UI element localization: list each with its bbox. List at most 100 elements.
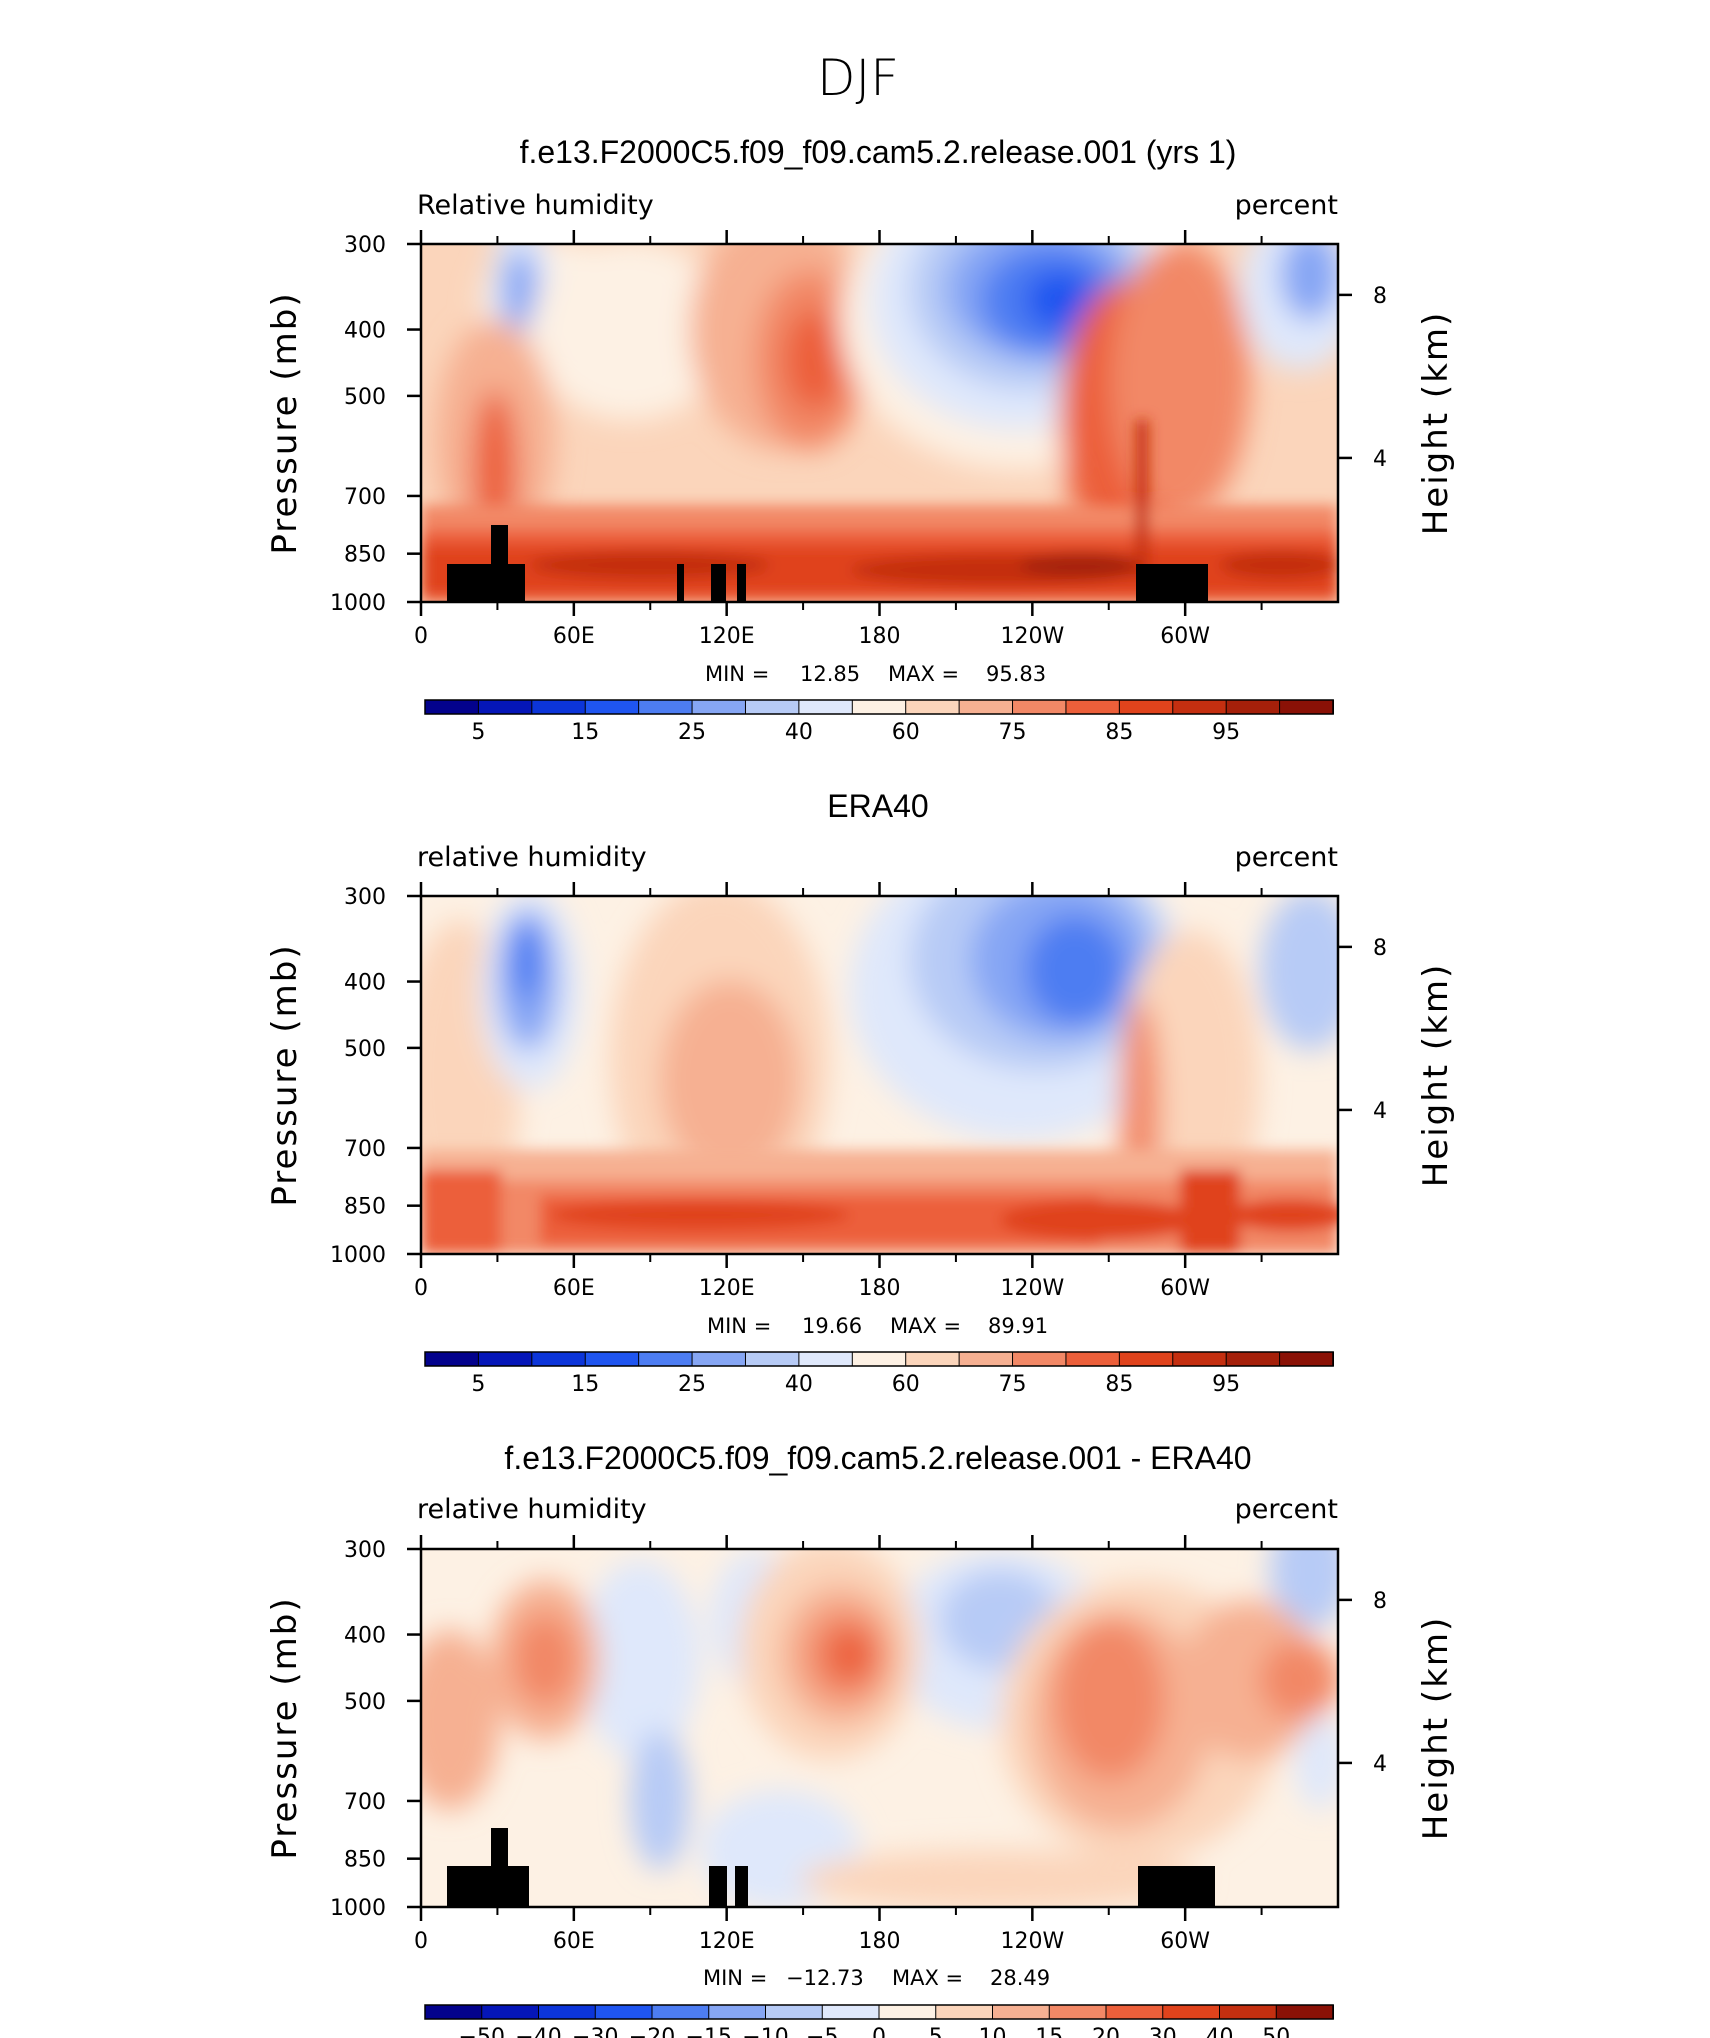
panel-2-y-axis-title: Pressure (mb) (265, 943, 305, 1206)
panel-1-colorbar-swatch (958, 699, 1014, 715)
panel-3-colorbar-label: 0 (872, 2025, 886, 2038)
panel-2-colorbar-label: 5 (471, 1372, 485, 1397)
panel-1-x-tick-label: 60E (553, 624, 595, 649)
panel-3-max-value: 28.49 (990, 1966, 1050, 1990)
panel-1-x-tick-label: 120W (1000, 624, 1064, 649)
panel-3-colorbar-label: −40 (515, 2025, 561, 2038)
panel-1-colorbar-swatch (1225, 699, 1281, 715)
panel-3-topography (447, 1828, 1215, 1907)
panel-2-x-tick-label: 0 (414, 1276, 428, 1301)
panel-3-x-tick-label: 60W (1160, 1929, 1210, 1954)
panel-1-colorbar-swatch (1172, 699, 1228, 715)
panel-1-colorbar-label: 5 (471, 720, 485, 745)
panel-2-colorbar-swatch (638, 1351, 694, 1367)
panel-2-y2-tick-label: 8 (1373, 936, 1387, 961)
panel-3-y2-tick-label: 4 (1373, 1752, 1387, 1777)
figure-title: DJF (817, 49, 899, 107)
panel-2-colorbar-label: 25 (678, 1372, 706, 1397)
panel-3-colorbar-swatch (821, 2004, 880, 2020)
panel-1-colorbar-frame (424, 699, 1334, 715)
panel-2-left-label: relative humidity (417, 842, 647, 873)
panel-3-y2-tick-label: 8 (1373, 1589, 1387, 1614)
panel-3-x-tick-label: 0 (414, 1929, 428, 1954)
panel-1-colorbar-swatch (424, 699, 480, 715)
panel-2-min-text: MIN = (707, 1314, 771, 1338)
panel-2-colorbar-swatch (1279, 1351, 1335, 1367)
panel-3-y2-axis-title: Height (km) (1416, 1616, 1456, 1841)
panel-3-colorbar-label: 40 (1206, 2025, 1234, 2038)
panel-3-colorbar-swatch (1275, 2004, 1334, 2020)
panel-2-colorbar-swatch (1118, 1351, 1174, 1367)
panel-3: f.e13.F2000C5.f09_f09.cam5.2.release.001… (265, 1440, 1456, 2038)
panel-3-colorbar-swatch (481, 2004, 540, 2020)
panel-3-y-tick-label: 300 (344, 1538, 386, 1563)
panel-3-x-tick-label: 60E (553, 1929, 595, 1954)
panel-3-colorbar-swatch (1219, 2004, 1278, 2020)
panel-1-y-tick-label: 1000 (330, 591, 386, 616)
panel-3-colorbar-label: 30 (1149, 2025, 1177, 2038)
panel-2-colorbar-swatch (905, 1351, 961, 1367)
panel-2-colorbar-swatch (424, 1351, 480, 1367)
panel-1-x-tick-label: 60W (1160, 624, 1210, 649)
panel-1-left-label: Relative humidity (417, 190, 654, 221)
panel-1-colorbar-label: 40 (785, 720, 813, 745)
panel-1-y2-axis-title: Height (km) (1416, 311, 1456, 536)
panel-1-y-tick-label: 400 (344, 319, 386, 344)
panel-2-colorbar-label: 85 (1105, 1372, 1133, 1397)
panel-2-colorbar-swatch (1225, 1351, 1281, 1367)
panel-1-min-value: 12.85 (800, 662, 860, 686)
panel-3-colorbar-swatch (708, 2004, 767, 2020)
panel-3-colorbar-swatch (992, 2004, 1051, 2020)
panel-2-x-tick-label: 180 (859, 1276, 901, 1301)
panel-1-y-tick-label: 500 (344, 385, 386, 410)
panel-1-y-tick-label: 850 (344, 543, 386, 568)
panel-2-colorbar-swatch (851, 1351, 907, 1367)
panel-3-colorbar-label: −15 (686, 2025, 732, 2038)
panel-2-colorbar-swatch (1065, 1351, 1121, 1367)
panel-1-title: f.e13.F2000C5.f09_f09.cam5.2.release.001… (520, 134, 1237, 170)
panel-1-colorbar-label: 75 (999, 720, 1027, 745)
panel-2-colorbar-swatch (1172, 1351, 1228, 1367)
panel-2-colorbar-label: 60 (892, 1372, 920, 1397)
panel-3-y-axis-title: Pressure (mb) (265, 1596, 305, 1859)
panel-1-colorbar-swatch (584, 699, 640, 715)
panel-3-x-tick-label: 180 (859, 1929, 901, 1954)
panel-3-min-value: −12.73 (786, 1966, 864, 1990)
panel-3-colorbar-swatch (594, 2004, 653, 2020)
panel-3-y-tick-label: 500 (344, 1690, 386, 1715)
panel-3-max-text: MAX = (892, 1966, 963, 1990)
panel-2-contour-field (421, 896, 1338, 1254)
panel-1-y2-tick-label: 4 (1373, 447, 1387, 472)
panel-1-colorbar-swatch (531, 699, 587, 715)
panel-1-colorbar-swatch (744, 699, 800, 715)
panel-2-y2-tick-label: 4 (1373, 1099, 1387, 1124)
panel-3-colorbar-swatch (538, 2004, 597, 2020)
panel-2-colorbar-swatch (958, 1351, 1014, 1367)
panel-3-left-label: relative humidity (417, 1494, 647, 1525)
panel-3-y-tick-label: 1000 (330, 1896, 386, 1921)
panel-2-colorbar-swatch (584, 1351, 640, 1367)
panel-2-x-tick-label: 60W (1160, 1276, 1210, 1301)
panel-3-colorbar-swatch (424, 2004, 483, 2020)
panel-1-min-text: MIN = (705, 662, 769, 686)
panel-2-max-text: MAX = (890, 1314, 961, 1338)
panel-1-colorbar-swatch (1065, 699, 1121, 715)
panel-3-colorbar-swatch (765, 2004, 824, 2020)
panel-3-y-tick-label: 400 (344, 1624, 386, 1649)
panel-2-y-tick-label: 400 (344, 971, 386, 996)
panel-1-colorbar-label: 85 (1105, 720, 1133, 745)
panel-2-y2-axis-title: Height (km) (1416, 963, 1456, 1188)
panel-1: f.e13.F2000C5.f09_f09.cam5.2.release.001… (265, 134, 1456, 745)
panel-2-colorbar-label: 40 (785, 1372, 813, 1397)
panel-3-colorbar-label: −30 (572, 2025, 618, 2038)
panel-2-colorbar-label: 75 (999, 1372, 1027, 1397)
panel-1-colorbar-swatch (1012, 699, 1067, 715)
panel-2-colorbar-swatch (1012, 1351, 1067, 1367)
panel-3-y-tick-label: 850 (344, 1848, 386, 1873)
panel-2-colorbar-swatch (691, 1351, 747, 1367)
panel-2-y-tick-label: 850 (344, 1195, 386, 1220)
panel-2-title: ERA40 (827, 788, 928, 824)
panel-1-y-tick-label: 300 (344, 233, 386, 258)
panel-2-x-tick-label: 60E (553, 1276, 595, 1301)
